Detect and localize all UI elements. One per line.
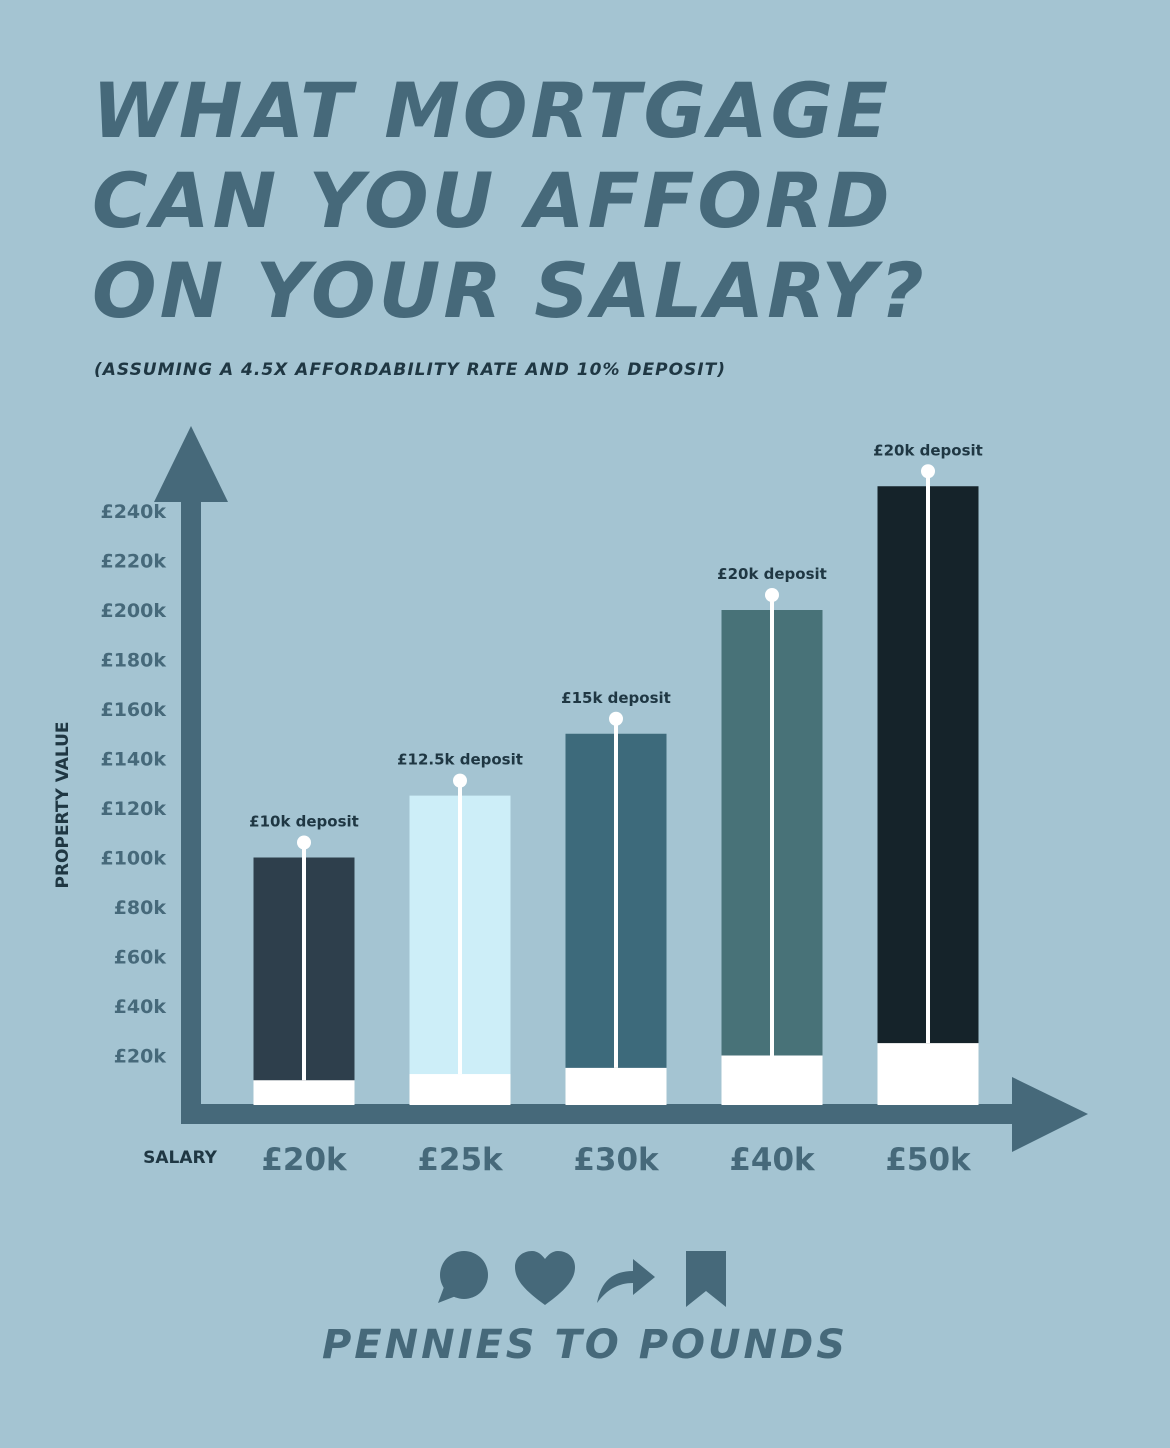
y-tick-label: £100k [100, 848, 166, 870]
deposit-label: £20k deposit [717, 565, 827, 583]
x-tick-label: £30k [573, 1142, 660, 1178]
share-arrow-icon[interactable] [593, 1249, 657, 1309]
deposit-segment-3 [565, 1067, 667, 1105]
x-tick-label: £40k [729, 1142, 816, 1178]
x-tick-label: £25k [417, 1142, 504, 1178]
title-line-1: WHAT MORTGAGE [92, 66, 891, 155]
deposit-label: £12.5k deposit [397, 751, 523, 769]
y-tick-label: £120k [100, 798, 166, 820]
bookmark-icon[interactable] [674, 1249, 738, 1309]
y-tick-label: £80k [114, 897, 167, 919]
chart-subtitle: (ASSUMING A 4.5X AFFORDABILITY RATE AND … [94, 360, 726, 380]
x-axis-ticks: £20k £25k £30k £40k £50k [261, 1142, 972, 1178]
y-axis-line [181, 490, 201, 1124]
x-tick-label: £50k [885, 1142, 972, 1178]
deposit-label: £20k deposit [873, 441, 983, 459]
y-tick-label: £40k [114, 996, 167, 1018]
bars: £10k deposit £12.5k deposit £15k deposit £2… [249, 441, 983, 1105]
heart-icon[interactable] [513, 1249, 577, 1309]
deposit-segment-4 [721, 1055, 823, 1105]
x-axis-arrowhead [1012, 1077, 1088, 1152]
y-tick-label: £20k [114, 1046, 167, 1068]
chart-title: WHAT MORTGAGE CAN YOU AFFORD ON YOUR SAL… [92, 66, 1132, 336]
y-tick-label: £240k [100, 501, 166, 523]
y-tick-label: £220k [100, 551, 166, 573]
deposit-segment-1 [253, 1080, 355, 1105]
axes: PROPERTY VALUE SALARY [53, 426, 1088, 1168]
deposit-pin-dot [453, 773, 467, 788]
deposit-pin-dot [297, 835, 311, 850]
deposit-segment-5 [877, 1043, 979, 1105]
deposit-segment-2 [409, 1074, 511, 1105]
y-axis-arrowhead [154, 426, 228, 502]
bar-chart: PROPERTY VALUE SALARY £20k £40k £60k £80k £10… [53, 426, 1088, 1178]
y-tick-label: £200k [100, 600, 166, 622]
y-axis-ticks: £20k £40k £60k £80k £100k £120k £140k £160k £180… [100, 501, 166, 1068]
y-tick-label: £180k [100, 650, 166, 672]
deposit-label: £15k deposit [561, 689, 671, 707]
deposit-pin-dot [609, 711, 623, 726]
title-line-2: CAN YOU AFFORD [92, 156, 893, 245]
x-axis-line [181, 1104, 1021, 1124]
y-tick-label: £60k [114, 947, 167, 969]
deposit-pin-dot [921, 464, 935, 479]
social-icons [432, 1248, 738, 1310]
brand-name: PENNIES TO POUNDS [321, 1322, 849, 1368]
y-axis-label: PROPERTY VALUE [53, 721, 73, 888]
title-line-3: ON YOUR SALARY? [92, 246, 927, 335]
x-axis-label: SALARY [143, 1148, 218, 1168]
speech-bubble-icon[interactable] [432, 1249, 496, 1309]
x-tick-label: £20k [261, 1142, 348, 1178]
y-tick-label: £160k [100, 699, 166, 721]
deposit-pin-dot [765, 588, 779, 602]
deposit-label: £10k deposit [249, 813, 359, 831]
y-tick-label: £140k [100, 749, 166, 771]
